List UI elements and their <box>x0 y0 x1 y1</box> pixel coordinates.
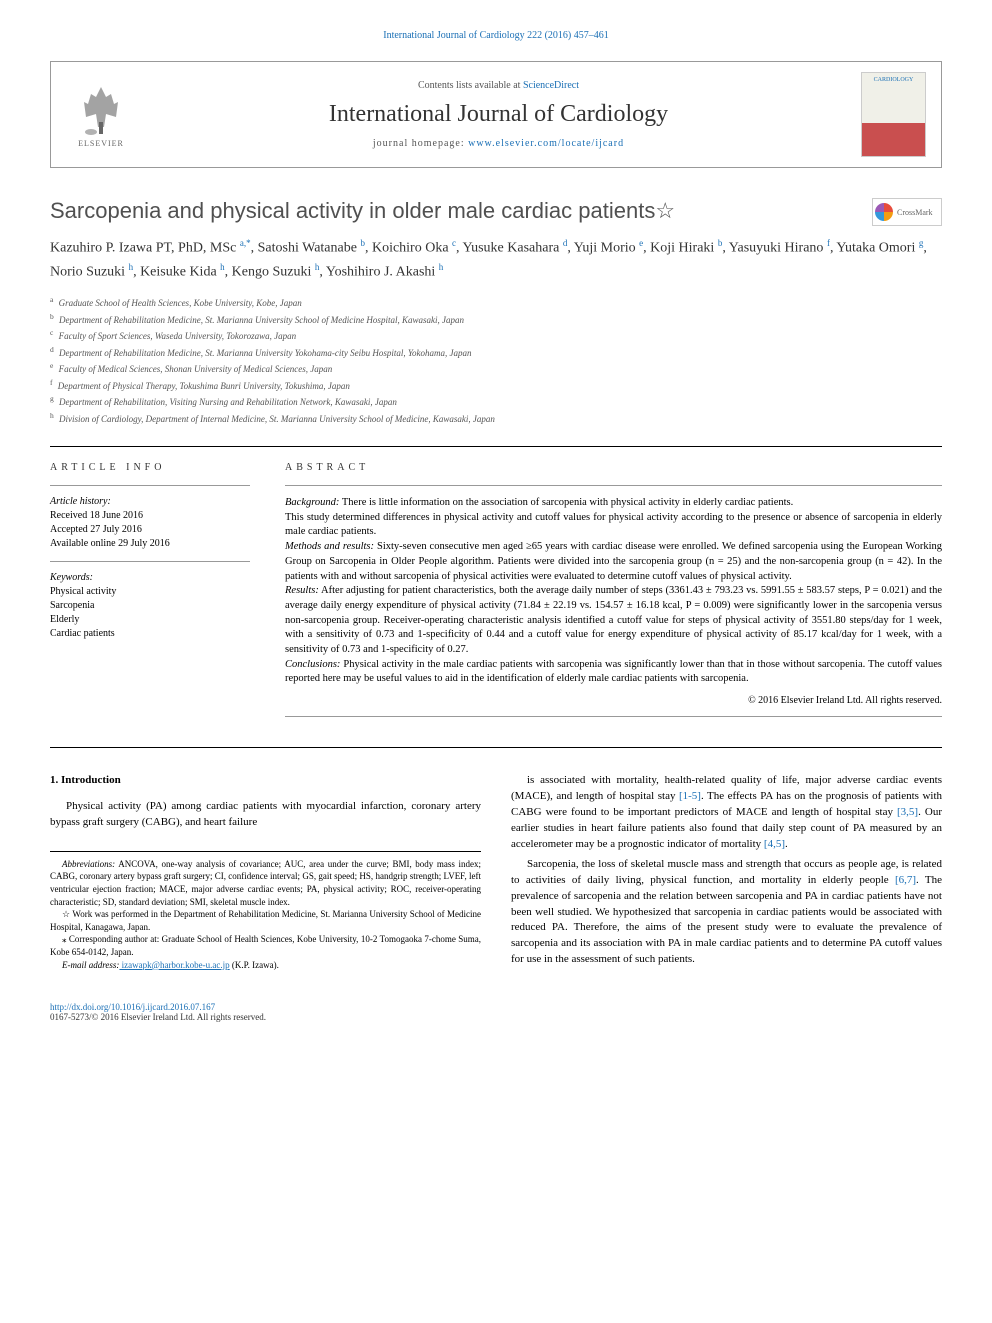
affiliation-item: f Department of Physical Therapy, Tokush… <box>50 377 942 394</box>
elsevier-tree-icon <box>76 82 126 137</box>
keyword-item: Elderly <box>50 613 250 627</box>
abstract-divider <box>285 485 942 486</box>
article-info-heading: ARTICLE INFO <box>50 462 250 473</box>
corresponding-footnote: ⁎ Corresponding author at: Graduate Scho… <box>50 933 481 958</box>
section-divider <box>50 446 942 447</box>
authors-list: Kazuhiro P. Izawa PT, PhD, MSc a,*, Sato… <box>50 236 942 284</box>
abstract-segment: Background: There is little information … <box>285 496 942 511</box>
contents-available: Contents lists available at ScienceDirec… <box>136 80 861 91</box>
intro-heading: 1. Introduction <box>50 773 481 789</box>
affiliation-item: a Graduate School of Health Sciences, Ko… <box>50 294 942 311</box>
email-link[interactable]: izawapk@harbor.kobe-u.ac.jp <box>119 960 229 970</box>
homepage-link[interactable]: www.elsevier.com/locate/ijcard <box>468 138 624 149</box>
abstract-body: Background: There is little information … <box>285 496 942 687</box>
affiliation-item: b Department of Rehabilitation Medicine,… <box>50 311 942 328</box>
abstract-copyright: © 2016 Elsevier Ireland Ltd. All rights … <box>285 695 942 706</box>
publisher-logo: ELSEVIER <box>66 75 136 155</box>
history-label: Article history: <box>50 496 250 507</box>
body-paragraph: Sarcopenia, the loss of skeletal muscle … <box>511 857 942 969</box>
footnotes: Abbreviations: ANCOVA, one-way analysis … <box>50 851 481 971</box>
history-item: Received 18 June 2016 <box>50 509 250 523</box>
affiliation-item: c Faculty of Sport Sciences, Waseda Univ… <box>50 327 942 344</box>
body-paragraph: Physical activity (PA) among cardiac pat… <box>50 799 481 831</box>
info-divider <box>50 485 250 486</box>
body-right-column: is associated with mortality, health-rel… <box>511 773 942 972</box>
body-paragraph: is associated with mortality, health-rel… <box>511 773 942 853</box>
journal-header: ELSEVIER Contents lists available at Sci… <box>50 61 942 168</box>
doi-link[interactable]: http://dx.doi.org/10.1016/j.ijcard.2016.… <box>50 1002 215 1012</box>
sciencedirect-link[interactable]: ScienceDirect <box>523 80 579 91</box>
section-divider <box>50 747 942 748</box>
abstract-divider <box>285 716 942 717</box>
abstract-heading: ABSTRACT <box>285 462 942 473</box>
article-info-sidebar: ARTICLE INFO Article history: Received 1… <box>50 462 250 727</box>
affiliation-item: g Department of Rehabilitation, Visiting… <box>50 393 942 410</box>
crossmark-label: CrossMark <box>897 208 933 217</box>
affiliation-item: e Faculty of Medical Sciences, Shonan Un… <box>50 360 942 377</box>
abstract-segment: Methods and results: Sixty-seven consecu… <box>285 540 942 584</box>
abstract-segment: This study determined differences in phy… <box>285 511 942 540</box>
article-title: Sarcopenia and physical activity in olde… <box>50 198 942 224</box>
affiliation-item: h Division of Cardiology, Department of … <box>50 410 942 427</box>
body-left-column: 1. Introduction Physical activity (PA) a… <box>50 773 481 972</box>
publisher-name: ELSEVIER <box>78 139 124 148</box>
issn-copyright: 0167-5273/© 2016 Elsevier Ireland Ltd. A… <box>50 1012 266 1022</box>
email-footnote: E-mail address: izawapk@harbor.kobe-u.ac… <box>50 959 481 972</box>
page-footer: http://dx.doi.org/10.1016/j.ijcard.2016.… <box>50 1002 942 1022</box>
affiliation-item: d Department of Rehabilitation Medicine,… <box>50 344 942 361</box>
history-item: Accepted 27 July 2016 <box>50 523 250 537</box>
keywords-label: Keywords: <box>50 572 250 583</box>
journal-cover-thumb: CARDIOLOGY <box>861 72 926 157</box>
affiliations-list: a Graduate School of Health Sciences, Ko… <box>50 294 942 426</box>
abstract-column: ABSTRACT Background: There is little inf… <box>285 462 942 727</box>
info-divider <box>50 561 250 562</box>
history-item: Available online 29 July 2016 <box>50 537 250 551</box>
keyword-item: Sarcopenia <box>50 599 250 613</box>
journal-citation[interactable]: International Journal of Cardiology 222 … <box>50 30 942 41</box>
journal-homepage: journal homepage: www.elsevier.com/locat… <box>136 138 861 149</box>
abstract-segment: Conclusions: Physical activity in the ma… <box>285 658 942 687</box>
crossmark-badge[interactable]: CrossMark <box>872 198 942 226</box>
work-footnote: ☆ Work was performed in the Department o… <box>50 908 481 933</box>
keyword-item: Physical activity <box>50 585 250 599</box>
keyword-item: Cardiac patients <box>50 627 250 641</box>
abstract-segment: Results: After adjusting for patient cha… <box>285 584 942 657</box>
journal-name: International Journal of Cardiology <box>136 101 861 128</box>
abbreviations-footnote: Abbreviations: ANCOVA, one-way analysis … <box>50 858 481 908</box>
crossmark-icon <box>875 203 893 221</box>
